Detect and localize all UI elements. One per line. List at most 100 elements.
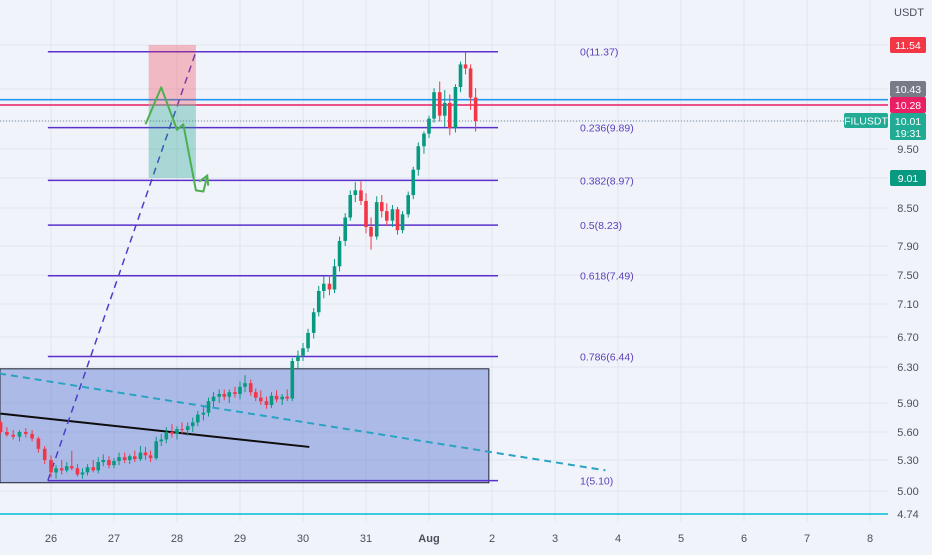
candle[interactable] xyxy=(411,166,416,200)
candle[interactable] xyxy=(42,446,47,465)
candle[interactable] xyxy=(222,389,227,401)
candle[interactable] xyxy=(390,205,395,227)
candle[interactable] xyxy=(96,457,101,474)
candle[interactable] xyxy=(85,464,90,476)
candle[interactable] xyxy=(442,90,447,128)
candle[interactable] xyxy=(316,285,321,317)
candle[interactable] xyxy=(217,389,222,404)
candle[interactable] xyxy=(306,328,310,352)
candle[interactable] xyxy=(285,389,290,402)
candle[interactable] xyxy=(369,217,373,250)
candle[interactable] xyxy=(170,424,174,438)
candle[interactable] xyxy=(379,195,384,218)
candle[interactable] xyxy=(374,196,379,240)
candle[interactable] xyxy=(406,191,411,218)
candle[interactable] xyxy=(400,211,405,234)
candle[interactable] xyxy=(290,358,295,402)
candle[interactable] xyxy=(453,84,458,133)
candle[interactable] xyxy=(422,131,426,154)
candle[interactable] xyxy=(64,462,69,473)
candle[interactable] xyxy=(91,460,96,473)
candle[interactable] xyxy=(248,379,253,396)
candle[interactable] xyxy=(327,275,332,296)
candle[interactable] xyxy=(107,456,111,469)
candle[interactable] xyxy=(11,430,15,440)
candle[interactable] xyxy=(206,397,211,417)
candle[interactable] xyxy=(227,389,232,404)
candle[interactable] xyxy=(175,426,179,440)
candle[interactable] xyxy=(253,388,258,402)
candle[interactable] xyxy=(395,206,400,235)
candle[interactable] xyxy=(311,308,316,339)
candle[interactable] xyxy=(122,452,127,464)
candle[interactable] xyxy=(59,460,64,475)
candle[interactable] xyxy=(343,213,348,246)
candle[interactable] xyxy=(384,203,389,226)
trendline-purple-dashed[interactable] xyxy=(47,51,197,481)
candle[interactable] xyxy=(233,386,237,398)
candle[interactable] xyxy=(17,430,22,442)
candle[interactable] xyxy=(36,436,41,453)
candle[interactable] xyxy=(190,417,195,433)
candle[interactable] xyxy=(238,381,242,400)
candle[interactable] xyxy=(24,428,28,438)
candle[interactable] xyxy=(112,458,116,469)
candle[interactable] xyxy=(468,64,473,110)
candle[interactable] xyxy=(80,468,85,479)
candle[interactable] xyxy=(364,193,368,234)
candle[interactable] xyxy=(437,81,442,122)
candle[interactable] xyxy=(359,181,363,206)
candle[interactable] xyxy=(243,375,247,393)
candle[interactable] xyxy=(211,392,216,407)
candle[interactable] xyxy=(463,51,468,75)
candle[interactable] xyxy=(296,350,300,369)
x-tick-label: 29 xyxy=(234,533,246,545)
candle[interactable] xyxy=(195,410,200,427)
candle[interactable] xyxy=(416,142,421,176)
candle[interactable] xyxy=(332,259,337,294)
candle[interactable] xyxy=(54,465,58,479)
candle[interactable] xyxy=(143,446,148,460)
candle[interactable] xyxy=(0,420,3,434)
candle[interactable] xyxy=(301,343,305,361)
candle[interactable] xyxy=(473,88,478,132)
candle[interactable] xyxy=(101,454,106,467)
consolidation-zone[interactable] xyxy=(0,368,490,484)
candle[interactable] xyxy=(164,427,169,444)
candle[interactable] xyxy=(159,433,164,446)
fib-level-label: 0.382(8.97) xyxy=(580,175,634,187)
trendline-black[interactable] xyxy=(0,412,310,448)
candle[interactable] xyxy=(148,450,153,463)
candle[interactable] xyxy=(432,88,436,123)
candle[interactable] xyxy=(269,392,274,408)
candle[interactable] xyxy=(321,276,326,299)
stop-loss-zone[interactable] xyxy=(148,45,196,105)
candle[interactable] xyxy=(280,394,285,405)
candle[interactable] xyxy=(447,94,452,136)
candle[interactable] xyxy=(127,454,132,465)
candle[interactable] xyxy=(201,406,206,421)
candle[interactable] xyxy=(185,422,190,436)
projection-arrow[interactable] xyxy=(144,86,209,193)
candle[interactable] xyxy=(154,436,159,460)
candle[interactable] xyxy=(348,190,353,221)
candle[interactable] xyxy=(49,455,53,478)
candle[interactable] xyxy=(180,422,184,434)
candle[interactable] xyxy=(5,427,9,437)
candle[interactable] xyxy=(132,450,137,463)
candle[interactable] xyxy=(427,115,431,139)
candle[interactable] xyxy=(458,61,463,93)
candle[interactable] xyxy=(337,236,342,272)
candle[interactable] xyxy=(258,390,263,405)
candle[interactable] xyxy=(117,452,121,466)
trendline-cyan-dashed[interactable] xyxy=(0,370,606,472)
candle[interactable] xyxy=(274,390,279,403)
candle[interactable] xyxy=(353,182,358,203)
candle[interactable] xyxy=(75,464,80,477)
candle[interactable] xyxy=(69,450,74,471)
candle[interactable] xyxy=(30,430,34,442)
candle[interactable] xyxy=(138,446,143,462)
candle[interactable] xyxy=(264,396,269,409)
